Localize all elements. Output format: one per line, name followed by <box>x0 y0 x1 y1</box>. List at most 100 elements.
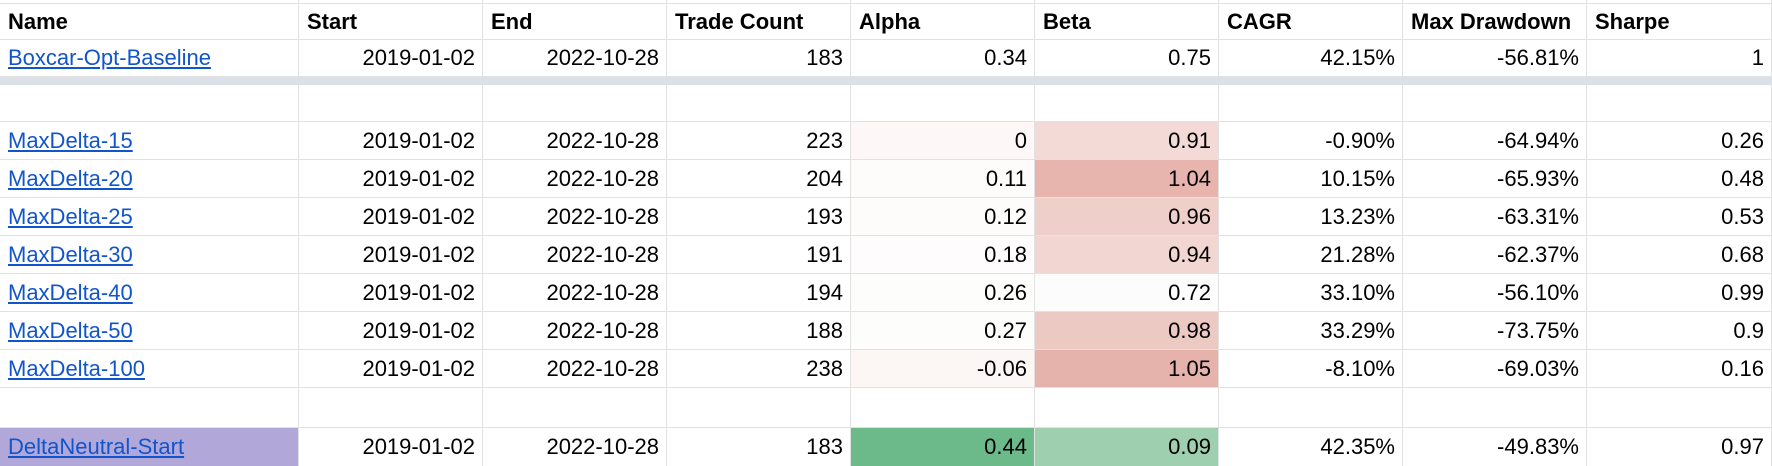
cell-sharpe[interactable]: 0.99 <box>1587 274 1772 311</box>
cell-sharpe[interactable]: 0.9 <box>1587 312 1772 349</box>
cell-end[interactable]: 2022-10-28 <box>483 198 667 235</box>
cell-end[interactable]: 2022-10-28 <box>483 312 667 349</box>
cell-max_drawdown[interactable] <box>1403 0 1587 3</box>
cell-max_drawdown[interactable]: -69.03% <box>1403 350 1587 387</box>
cell-name[interactable]: MaxDelta-25 <box>0 198 299 235</box>
cell-cagr[interactable]: 42.15% <box>1219 40 1403 76</box>
cell-end[interactable] <box>483 388 667 427</box>
strategy-link[interactable]: DeltaNeutral-Start <box>8 434 185 459</box>
cell-name[interactable]: Boxcar-Opt-Baseline <box>0 40 299 76</box>
cell-max_drawdown[interactable]: -49.83% <box>1403 428 1587 466</box>
header-alpha[interactable]: Alpha <box>851 4 1035 39</box>
cell-alpha[interactable]: 0.34 <box>851 40 1035 76</box>
cell-start[interactable]: 2019-01-02 <box>299 428 483 466</box>
cell-name[interactable] <box>0 85 299 121</box>
cell-start[interactable] <box>299 0 483 3</box>
cell-beta[interactable]: 0.09 <box>1035 428 1219 466</box>
cell-beta[interactable] <box>1035 388 1219 427</box>
cell-start[interactable]: 2019-01-02 <box>299 122 483 159</box>
cell-name[interactable]: DeltaNeutral-Start <box>0 428 299 466</box>
strategy-link[interactable]: MaxDelta-15 <box>8 127 133 153</box>
cell-alpha[interactable] <box>851 0 1035 3</box>
cell-cagr[interactable]: 21.28% <box>1219 236 1403 273</box>
cell-beta[interactable]: 0.96 <box>1035 198 1219 235</box>
cell-start[interactable]: 2019-01-02 <box>299 198 483 235</box>
cell-alpha[interactable]: 0.11 <box>851 160 1035 197</box>
cell-end[interactable] <box>483 0 667 3</box>
cell-sharpe[interactable] <box>1587 85 1772 121</box>
cell-beta[interactable]: 0.75 <box>1035 40 1219 76</box>
strategy-link[interactable]: MaxDelta-40 <box>8 279 133 305</box>
header-sharpe[interactable]: Sharpe <box>1587 4 1772 39</box>
cell-cagr[interactable]: 10.15% <box>1219 160 1403 197</box>
header-beta[interactable]: Beta <box>1035 4 1219 39</box>
cell-trade_count[interactable] <box>667 85 851 121</box>
strategy-link[interactable]: MaxDelta-25 <box>8 203 133 229</box>
cell-end[interactable] <box>483 85 667 121</box>
strategy-link[interactable]: MaxDelta-30 <box>8 241 133 267</box>
cell-alpha[interactable]: -0.06 <box>851 350 1035 387</box>
cell-trade_count[interactable]: 194 <box>667 274 851 311</box>
cell-alpha[interactable]: 0.12 <box>851 198 1035 235</box>
strategy-link[interactable]: MaxDelta-100 <box>8 355 145 381</box>
cell-max_drawdown[interactable]: -62.37% <box>1403 236 1587 273</box>
cell-start[interactable]: 2019-01-02 <box>299 160 483 197</box>
cell-max_drawdown[interactable]: -65.93% <box>1403 160 1587 197</box>
cell-end[interactable]: 2022-10-28 <box>483 40 667 76</box>
cell-max_drawdown[interactable]: -56.10% <box>1403 274 1587 311</box>
cell-trade_count[interactable]: 183 <box>667 40 851 76</box>
cell-sharpe[interactable] <box>1587 388 1772 427</box>
cell-alpha[interactable] <box>851 85 1035 121</box>
cell-beta[interactable] <box>1035 0 1219 3</box>
cell-cagr[interactable]: 33.29% <box>1219 312 1403 349</box>
cell-beta[interactable]: 0.94 <box>1035 236 1219 273</box>
cell-sharpe[interactable]: 0.48 <box>1587 160 1772 197</box>
cell-sharpe[interactable]: 0.26 <box>1587 122 1772 159</box>
cell-end[interactable]: 2022-10-28 <box>483 274 667 311</box>
cell-end[interactable]: 2022-10-28 <box>483 236 667 273</box>
cell-start[interactable] <box>299 85 483 121</box>
strategy-link[interactable]: Boxcar-Opt-Baseline <box>8 45 211 70</box>
cell-max_drawdown[interactable] <box>1403 388 1587 427</box>
cell-trade_count[interactable]: 204 <box>667 160 851 197</box>
cell-sharpe[interactable] <box>1587 0 1772 3</box>
cell-name[interactable]: MaxDelta-50 <box>0 312 299 349</box>
header-name[interactable]: Name <box>0 4 299 39</box>
cell-trade_count[interactable]: 188 <box>667 312 851 349</box>
cell-name[interactable] <box>0 388 299 427</box>
cell-beta[interactable]: 1.04 <box>1035 160 1219 197</box>
header-end[interactable]: End <box>483 4 667 39</box>
cell-max_drawdown[interactable]: -63.31% <box>1403 198 1587 235</box>
cell-max_drawdown[interactable]: -64.94% <box>1403 122 1587 159</box>
cell-start[interactable]: 2019-01-02 <box>299 312 483 349</box>
header-start[interactable]: Start <box>299 4 483 39</box>
cell-trade_count[interactable] <box>667 388 851 427</box>
cell-cagr[interactable]: -0.90% <box>1219 122 1403 159</box>
cell-start[interactable] <box>299 388 483 427</box>
cell-alpha[interactable]: 0.26 <box>851 274 1035 311</box>
cell-name[interactable] <box>0 0 299 3</box>
cell-beta[interactable]: 1.05 <box>1035 350 1219 387</box>
cell-cagr[interactable]: 33.10% <box>1219 274 1403 311</box>
cell-alpha[interactable]: 0.27 <box>851 312 1035 349</box>
cell-name[interactable]: MaxDelta-20 <box>0 160 299 197</box>
cell-cagr[interactable]: 13.23% <box>1219 198 1403 235</box>
cell-name[interactable]: MaxDelta-40 <box>0 274 299 311</box>
cell-start[interactable]: 2019-01-02 <box>299 40 483 76</box>
header-max_drawdown[interactable]: Max Drawdown <box>1403 4 1587 39</box>
cell-alpha[interactable]: 0 <box>851 122 1035 159</box>
cell-beta[interactable]: 0.98 <box>1035 312 1219 349</box>
cell-end[interactable]: 2022-10-28 <box>483 350 667 387</box>
cell-cagr[interactable]: 42.35% <box>1219 428 1403 466</box>
cell-trade_count[interactable]: 191 <box>667 236 851 273</box>
strategy-link[interactable]: MaxDelta-50 <box>8 317 133 343</box>
header-cagr[interactable]: CAGR <box>1219 4 1403 39</box>
cell-sharpe[interactable]: 0.68 <box>1587 236 1772 273</box>
cell-max_drawdown[interactable] <box>1403 85 1587 121</box>
cell-max_drawdown[interactable]: -73.75% <box>1403 312 1587 349</box>
cell-alpha[interactable]: 0.44 <box>851 428 1035 466</box>
cell-max_drawdown[interactable]: -56.81% <box>1403 40 1587 76</box>
header-trade_count[interactable]: Trade Count <box>667 4 851 39</box>
cell-end[interactable]: 2022-10-28 <box>483 160 667 197</box>
cell-name[interactable]: MaxDelta-100 <box>0 350 299 387</box>
